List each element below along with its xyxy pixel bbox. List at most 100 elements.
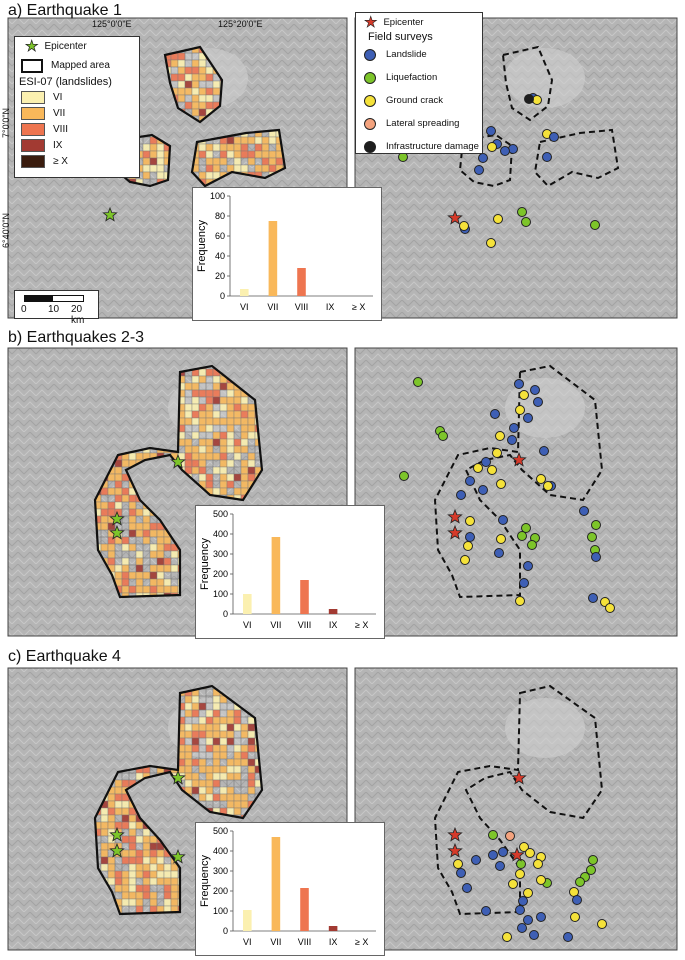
survey-point bbox=[487, 239, 496, 248]
survey-dot-icon bbox=[364, 49, 376, 61]
survey-point bbox=[475, 166, 484, 175]
survey-legend-label: Landslide bbox=[386, 49, 427, 60]
survey-point bbox=[524, 414, 533, 423]
survey-point bbox=[466, 517, 475, 526]
survey-point bbox=[519, 897, 528, 906]
esi-class-label: VII bbox=[53, 108, 65, 119]
esi-class-label: ≥ X bbox=[53, 156, 68, 167]
survey-point bbox=[534, 398, 543, 407]
histogram-bar bbox=[300, 580, 309, 614]
survey-point bbox=[501, 147, 510, 156]
legend-mapped-area-row: Mapped area bbox=[15, 56, 139, 75]
legend-epicenter-label: Epicenter bbox=[44, 41, 86, 52]
survey-point bbox=[540, 447, 549, 456]
mapped-area-swatch bbox=[21, 59, 43, 73]
survey-point bbox=[400, 472, 409, 481]
survey-point bbox=[606, 604, 615, 613]
survey-point bbox=[466, 477, 475, 486]
y-tick-label: 100 bbox=[213, 589, 228, 599]
survey-point bbox=[589, 594, 598, 603]
survey-point bbox=[587, 866, 596, 875]
esi-class-label: VIII bbox=[53, 124, 68, 135]
scale-segment-2 bbox=[52, 295, 84, 302]
survey-point bbox=[487, 127, 496, 136]
survey-point bbox=[499, 848, 508, 857]
x-tick-label: VII bbox=[267, 302, 278, 312]
survey-legend-label: Lateral spreading bbox=[386, 118, 459, 129]
survey-point bbox=[524, 889, 533, 898]
survey-point bbox=[454, 860, 463, 869]
x-tick-label: VII bbox=[270, 937, 281, 947]
survey-point bbox=[537, 913, 546, 922]
esi-swatch bbox=[21, 107, 45, 120]
x-tick-label: VIII bbox=[295, 302, 309, 312]
survey-point bbox=[482, 458, 491, 467]
lon-label-1: 125°0'0"E bbox=[92, 19, 132, 29]
legend-mapped-area-label: Mapped area bbox=[51, 60, 110, 71]
panel-c-title: c) Earthquake 4 bbox=[8, 648, 121, 666]
histogram-bar bbox=[272, 537, 281, 614]
lat-label-1: 7°0'0"N bbox=[1, 108, 11, 138]
right-legend-epicenter-row: ★ Epicenter bbox=[356, 13, 482, 31]
esi-legend-title: ESI-07 (landslides) bbox=[15, 75, 139, 89]
survey-point bbox=[592, 553, 601, 562]
survey-point bbox=[479, 486, 488, 495]
y-tick-label: 500 bbox=[213, 509, 228, 519]
esi-legend-row: ≥ X bbox=[15, 153, 139, 169]
survey-point bbox=[494, 215, 503, 224]
survey-point bbox=[531, 386, 540, 395]
histogram-bar bbox=[329, 609, 338, 614]
x-tick-label: VI bbox=[243, 620, 252, 630]
survey-point bbox=[573, 896, 582, 905]
survey-point bbox=[520, 391, 529, 400]
survey-point bbox=[460, 222, 469, 231]
y-tick-label: 60 bbox=[215, 231, 225, 241]
y-tick-label: 100 bbox=[213, 906, 228, 916]
survey-point bbox=[530, 931, 539, 940]
esi-swatch bbox=[21, 139, 45, 152]
esi-legend: ★ Epicenter Mapped area ESI-07 (landslid… bbox=[14, 36, 140, 178]
scale-tick-20: 20 km bbox=[71, 304, 98, 326]
esi-legend-row: IX bbox=[15, 137, 139, 153]
survey-point bbox=[571, 913, 580, 922]
survey-point bbox=[488, 466, 497, 475]
survey-point bbox=[472, 856, 481, 865]
esi-legend-row: VIII bbox=[15, 121, 139, 137]
survey-point bbox=[516, 906, 525, 915]
x-tick-label: VII bbox=[270, 620, 281, 630]
survey-point bbox=[506, 832, 515, 841]
survey-point bbox=[537, 876, 546, 885]
survey-point bbox=[522, 218, 531, 227]
esi-swatch bbox=[21, 123, 45, 136]
survey-point bbox=[466, 533, 475, 542]
survey-point bbox=[489, 831, 498, 840]
esi-swatch bbox=[21, 155, 45, 168]
y-tick-label: 40 bbox=[215, 251, 225, 261]
esi-class-label: VI bbox=[53, 92, 62, 103]
histogram-bar bbox=[243, 910, 252, 931]
survey-point bbox=[520, 579, 529, 588]
survey-point bbox=[489, 851, 498, 860]
survey-point bbox=[510, 424, 519, 433]
survey-point bbox=[499, 516, 508, 525]
legend-epicenter-row: ★ Epicenter bbox=[15, 37, 139, 56]
x-tick-label: ≥ X bbox=[355, 937, 368, 947]
histogram-bar bbox=[329, 926, 338, 931]
histogram-ylabel: Frequency bbox=[199, 538, 211, 590]
survey-point bbox=[591, 221, 600, 230]
scale-tick-0: 0 bbox=[21, 304, 27, 315]
histogram-bar bbox=[240, 289, 249, 296]
lat-label-2: 6°40'0"N bbox=[1, 213, 11, 248]
survey-point bbox=[598, 920, 607, 929]
y-tick-label: 20 bbox=[215, 271, 225, 281]
star-icon: ★ bbox=[364, 15, 377, 30]
survey-point bbox=[525, 95, 534, 104]
survey-point bbox=[497, 480, 506, 489]
x-tick-label: VI bbox=[243, 937, 252, 947]
scale-segment-1 bbox=[24, 295, 54, 302]
x-tick-label: ≥ X bbox=[355, 620, 368, 630]
x-tick-label: IX bbox=[329, 620, 338, 630]
